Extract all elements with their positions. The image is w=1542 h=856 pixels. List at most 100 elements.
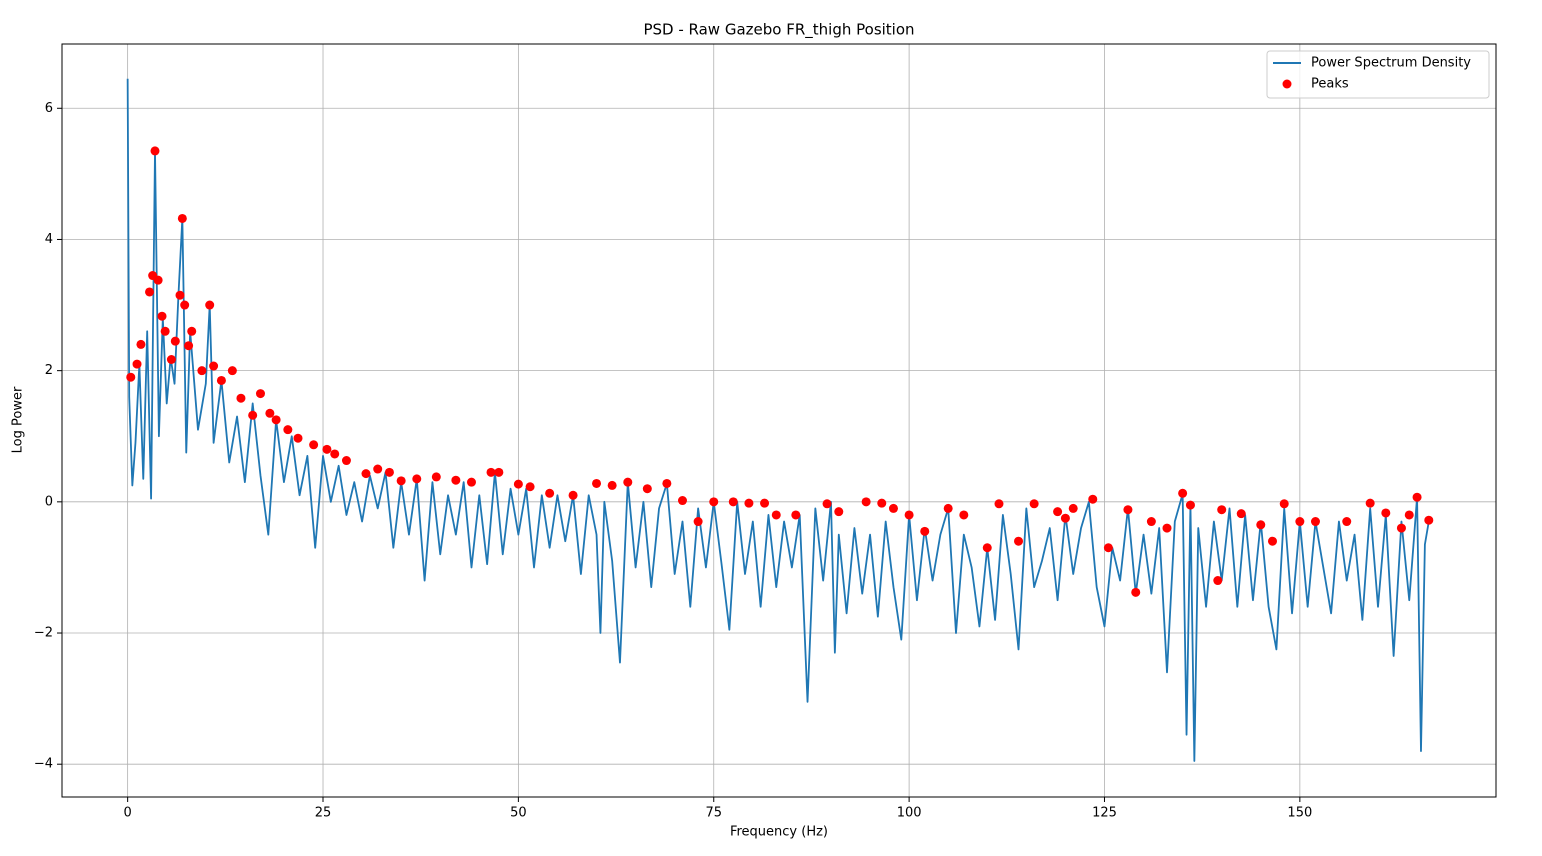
peak-point <box>791 510 801 520</box>
peak-point <box>513 479 523 489</box>
peak-point <box>486 467 496 477</box>
peak-point <box>341 456 351 466</box>
peak-point <box>205 300 215 310</box>
peak-point <box>361 469 371 479</box>
peak-point <box>959 510 969 520</box>
peak-point <box>187 326 197 336</box>
peak-point <box>1146 517 1156 527</box>
peak-point <box>265 408 275 418</box>
peak-point <box>1123 505 1133 515</box>
peak-point <box>330 449 340 459</box>
peak-point <box>709 497 719 507</box>
peak-point <box>1103 543 1113 553</box>
x-tick-label: 75 <box>705 806 722 821</box>
peak-point <box>982 543 992 553</box>
peak-point <box>1342 517 1352 527</box>
peak-point <box>623 477 633 487</box>
peak-point <box>728 497 738 507</box>
peak-point <box>236 393 246 403</box>
peak-point <box>166 354 176 364</box>
x-tick-label: 100 <box>897 806 922 821</box>
peak-point <box>693 517 703 527</box>
x-axis-label: Frequency (Hz) <box>730 825 828 840</box>
peak-point <box>1185 500 1195 510</box>
peak-point <box>153 275 163 285</box>
peak-point <box>1178 488 1188 498</box>
peak-point <box>396 476 406 486</box>
peak-point <box>157 311 167 321</box>
legend-label: Peaks <box>1311 77 1349 92</box>
peak-point <box>904 510 914 520</box>
legend-box <box>1266 50 1490 99</box>
peak-point <box>920 526 930 536</box>
legend-label: Power Spectrum Density <box>1311 56 1471 71</box>
peak-point <box>180 300 190 310</box>
peak-point <box>1365 498 1375 508</box>
peak-point <box>177 213 187 223</box>
peak-point <box>1162 523 1172 533</box>
peak-point <box>248 410 258 420</box>
peak-point <box>160 326 170 336</box>
y-tick-label: −4 <box>34 757 53 772</box>
peak-point <box>822 499 832 509</box>
peak-point <box>1068 503 1078 513</box>
peak-point <box>309 440 319 450</box>
peak-point <box>1217 505 1227 515</box>
peak-point <box>662 478 672 488</box>
x-tick-label: 50 <box>510 806 527 821</box>
peak-point <box>943 503 953 513</box>
peak-point <box>126 372 136 382</box>
peak-point <box>771 510 781 520</box>
peak-point <box>1029 499 1039 509</box>
peak-point <box>861 497 871 507</box>
psd-line <box>126 78 1430 762</box>
peak-point <box>1279 499 1289 509</box>
peak-point <box>642 484 652 494</box>
peak-point <box>132 359 142 369</box>
peak-point <box>227 366 237 376</box>
peak-point <box>209 361 219 371</box>
peak-point <box>136 339 146 349</box>
peak-point <box>760 498 770 508</box>
peak-point <box>150 146 160 156</box>
peak-point <box>1213 576 1223 586</box>
y-tick-label: −2 <box>34 626 53 641</box>
y-tick-label: 0 <box>45 494 53 509</box>
peak-point <box>271 415 281 425</box>
y-tick-label: 2 <box>45 363 53 378</box>
legend-swatch <box>1282 79 1292 89</box>
y-tick-label: 4 <box>45 232 53 247</box>
peak-point <box>494 467 504 477</box>
peak-point <box>1131 587 1141 597</box>
peak-point <box>373 464 383 474</box>
peak-point <box>431 472 441 482</box>
legend: Power Spectrum Density Peaks <box>1266 50 1490 99</box>
x-tick-label: 125 <box>1092 806 1117 821</box>
peak-point <box>1404 510 1414 520</box>
peak-point <box>1381 508 1391 518</box>
x-tick-label: 150 <box>1287 806 1312 821</box>
peak-point <box>888 503 898 513</box>
peak-point <box>255 389 265 399</box>
peak-point <box>175 290 185 300</box>
peak-point <box>1060 513 1070 523</box>
x-tick-label: 0 <box>124 806 132 821</box>
peak-point <box>1412 492 1422 502</box>
y-axis-label: Log Power <box>11 386 26 453</box>
peak-point <box>994 499 1004 509</box>
peak-point <box>451 475 461 485</box>
peak-point <box>412 474 422 484</box>
peak-point <box>1310 517 1320 527</box>
peak-point <box>545 488 555 498</box>
peak-point <box>744 498 754 508</box>
peak-point <box>677 496 687 506</box>
peak-point <box>1053 507 1063 517</box>
peak-point <box>834 507 844 517</box>
peak-point <box>607 480 617 490</box>
peak-point <box>525 482 535 492</box>
peak-point <box>197 366 207 376</box>
peak-point <box>283 425 293 435</box>
y-tick-label: 6 <box>45 101 53 116</box>
peak-point <box>466 477 476 487</box>
x-tick-label: 25 <box>315 806 332 821</box>
